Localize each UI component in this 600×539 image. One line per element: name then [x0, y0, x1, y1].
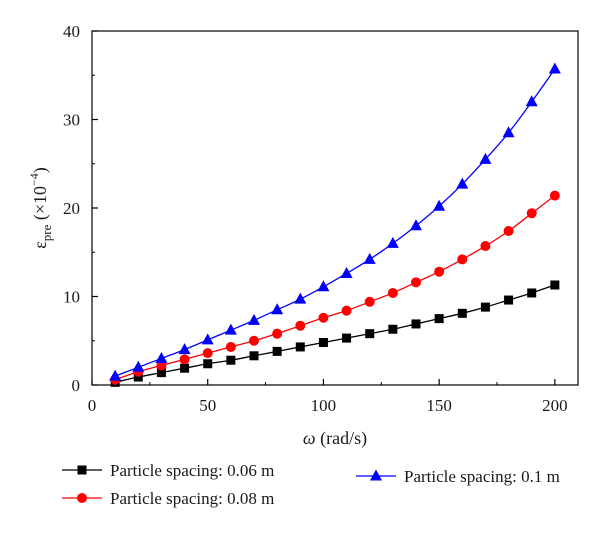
data-point [318, 312, 329, 323]
data-point [364, 296, 375, 307]
y-tick-label: 0 [72, 376, 81, 395]
data-point [457, 254, 468, 265]
x-tick-label: 0 [88, 396, 97, 415]
data-point [271, 303, 284, 315]
data-point [363, 252, 376, 264]
x-tick-label: 100 [311, 396, 337, 415]
data-point [456, 177, 469, 189]
data-point [340, 266, 353, 278]
data-point [480, 241, 491, 252]
data-point [226, 355, 236, 365]
legend-item-spacing-0-1: Particle spacing: 0.1 m [356, 467, 560, 486]
data-point [109, 369, 122, 381]
data-point [203, 359, 213, 369]
data-point [479, 152, 492, 164]
y-axis-unit-close: ) [30, 167, 51, 173]
data-point [410, 219, 422, 231]
data-point [550, 280, 560, 290]
data-point [156, 368, 166, 378]
data-point [342, 333, 352, 343]
data-point [295, 320, 306, 331]
data-point [341, 305, 352, 316]
y-axis-title: εpre (×10−4) [27, 167, 54, 249]
y-axis-subscript: pre [39, 224, 54, 241]
legend-item-spacing-0-06: Particle spacing: 0.06 m [62, 461, 274, 480]
data-point [224, 323, 237, 335]
y-axis-symbol: ε [30, 241, 50, 249]
data-point [502, 126, 515, 138]
legend-marker [77, 465, 87, 475]
data-point [178, 343, 191, 355]
data-point [480, 302, 490, 312]
y-axis-exponent: −4 [27, 173, 41, 186]
y-tick-label: 10 [63, 288, 80, 307]
data-point [155, 351, 168, 363]
x-tick-label: 50 [199, 396, 216, 415]
x-tick-label: 200 [542, 396, 568, 415]
data-point [295, 342, 305, 352]
data-point [525, 95, 538, 107]
data-point [249, 335, 259, 346]
data-point [272, 328, 283, 339]
legend-marker [370, 469, 382, 481]
data-point [386, 236, 399, 248]
series-spacing-0-06 [110, 280, 560, 387]
legend-marker [77, 493, 87, 503]
x-axis-unit: (rad/s) [316, 428, 367, 449]
y-tick-label: 40 [63, 22, 80, 41]
data-point [249, 351, 259, 361]
series-spacing-0-08 [110, 190, 560, 385]
y-tick-label: 20 [63, 199, 80, 218]
data-point [388, 324, 398, 334]
data-point [503, 226, 514, 237]
data-point [248, 313, 260, 325]
legend-label: Particle spacing: 0.1 m [404, 467, 560, 486]
legend-label: Particle spacing: 0.06 m [110, 461, 274, 480]
axes: 0 50 100 150 200 0 10 20 30 40 ω (rad/s) εpre (×10−… [27, 22, 579, 449]
data-point [225, 341, 236, 352]
data-point [202, 348, 213, 359]
y-tick-label: 30 [63, 111, 80, 130]
data-point [548, 62, 561, 74]
data-point [411, 277, 421, 288]
data-point [504, 295, 514, 305]
legend-label: Particle spacing: 0.08 m [110, 489, 274, 508]
data-point [365, 329, 375, 339]
data-point [294, 292, 307, 304]
plot-frame [91, 30, 579, 386]
legend-item-spacing-0-08: Particle spacing: 0.08 m [62, 489, 274, 508]
data-point [433, 199, 446, 211]
data-point [526, 208, 537, 219]
legend: Particle spacing: 0.06 m Particle spacing… [62, 461, 560, 508]
data-point [133, 372, 143, 382]
y-axis-unit: (×10 [30, 186, 51, 225]
data-point [434, 314, 444, 324]
series-line [114, 68, 556, 377]
data-point [549, 190, 560, 201]
x-axis-symbol: ω [303, 428, 316, 448]
data-point [156, 360, 167, 371]
data-point [411, 319, 421, 329]
x-axis-title: ω (rad/s) [303, 428, 367, 449]
data-point [180, 363, 190, 373]
data-point [434, 266, 445, 277]
data-point [527, 288, 537, 298]
data-point [272, 346, 282, 356]
data-point [132, 360, 145, 372]
data-point [387, 287, 398, 298]
data-point [457, 308, 467, 318]
series-group [109, 62, 561, 387]
series-spacing-0-1 [109, 62, 561, 381]
data-point [318, 338, 328, 348]
data-point [179, 354, 190, 365]
data-point [201, 333, 214, 345]
x-tick-label: 150 [426, 396, 452, 415]
data-point [317, 280, 330, 292]
